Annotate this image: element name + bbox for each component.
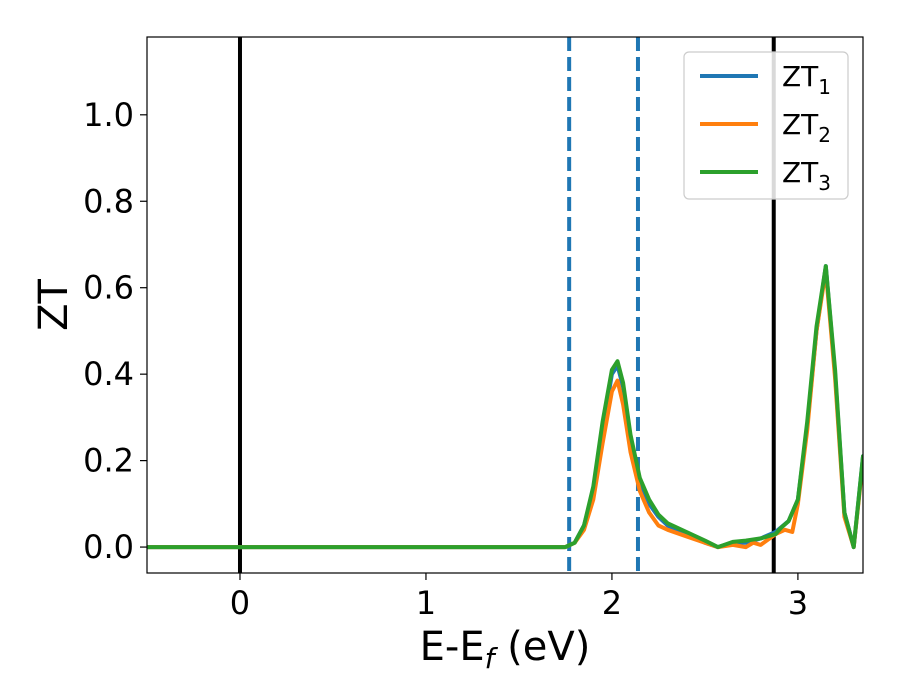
y-tick-label-0: 0.0 xyxy=(83,528,134,566)
legend-label-subscript: 3 xyxy=(818,171,831,195)
series-line-1 xyxy=(147,264,863,550)
legend-label-subscript: 2 xyxy=(818,123,831,147)
x-axis-label-main: E-E xyxy=(420,624,485,670)
x-tick-label-1: 1 xyxy=(416,584,436,622)
x-axis-label-unit: (eV) xyxy=(494,624,590,670)
legend-label-2: ZT2 xyxy=(782,108,831,147)
plot-frame xyxy=(146,36,864,574)
y-tick-label-2: 0.4 xyxy=(83,355,134,393)
legend-label-subscript: 1 xyxy=(818,75,831,99)
x-tick-label-3: 3 xyxy=(788,584,808,622)
legend-label-1: ZT1 xyxy=(782,60,831,99)
legend-label-main: ZT xyxy=(782,156,819,189)
x-tick-label-0: 0 xyxy=(230,584,250,622)
series-line-2 xyxy=(147,268,863,550)
legend-label-main: ZT xyxy=(782,108,819,141)
x-tick-label-2: 2 xyxy=(602,584,622,622)
series-line-3 xyxy=(147,264,863,550)
x-axis-label: E-Ef (eV) xyxy=(420,624,591,675)
legend-label-3: ZT3 xyxy=(782,156,831,195)
y-tick-label-4: 0.8 xyxy=(83,182,134,220)
y-tick-label-1: 0.2 xyxy=(83,442,134,480)
y-tick-label-3: 0.6 xyxy=(83,269,134,307)
y-tick-label-5: 1.0 xyxy=(83,96,134,134)
legend-label-main: ZT xyxy=(782,60,819,93)
legend-box xyxy=(683,51,849,200)
y-axis-label: ZT xyxy=(31,279,77,331)
